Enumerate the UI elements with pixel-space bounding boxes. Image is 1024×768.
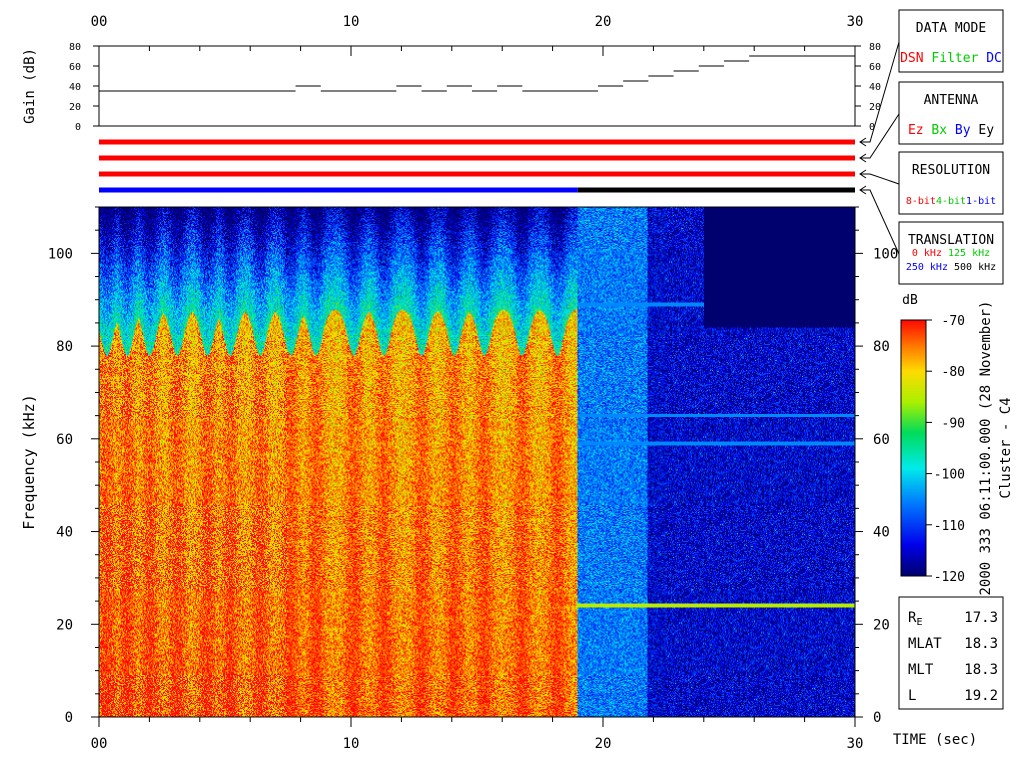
colorbar-tick-label: -100 [934,468,965,483]
gain-tick-label-left: 80 [69,42,81,53]
legend-translation-row: 0 kHz 125 kHz [912,248,990,259]
legend-connector [860,189,900,255]
bottom-time-tick-label: 30 [847,736,864,752]
spacecraft-label: Cluster - C4 [998,397,1014,498]
gain-tick-label-left: 20 [69,102,81,113]
gain-tick-label-right: 40 [869,82,881,93]
legend-connector-arrow [859,185,867,195]
orbit-info-value: 18.3 [964,636,998,652]
legend-item: 125 kHz [942,248,990,259]
legend-item: Ey [971,123,995,138]
legend-item: 1-bit [966,196,996,207]
colorbar-tick-label: -70 [942,314,965,329]
gain-panel-frame [98,45,856,127]
legend-connector-arrow [859,153,867,163]
freq-tick-label-left: 0 [65,710,73,726]
colorbar-tick-label: -120 [934,570,965,585]
legend-item: DC [978,51,1001,66]
orbit-info-label: MLT [908,662,934,678]
legend-item: By [947,123,971,138]
top-time-tick-label: 20 [595,14,612,30]
gain-tick-label-right: 60 [869,62,881,73]
legend-item: Filter [924,51,979,66]
legend-item: 500 kHz [948,262,996,273]
legend-connector-arrow [859,169,867,179]
orbit-info-box [898,596,1004,710]
top-time-tick-label: 10 [343,14,360,30]
legend-item: Ez [908,123,924,138]
orbit-info-label: MLAT [908,636,942,652]
legend-data-mode-row: DSN Filter DC [900,51,1002,66]
legend-connector [860,173,900,185]
legend-item: 8-bit [906,196,936,207]
freq-tick-label-right: 40 [873,525,890,541]
legend-item: 250 kHz [906,262,948,273]
legend-item: 4-bit [936,196,966,207]
colorbar-gradient [901,320,926,576]
legend-translation-row: 250 kHz 500 kHz [906,262,996,273]
legend-data-mode-title: DATA MODE [916,21,986,36]
orbit-info-value: 19.2 [964,688,998,704]
freq-tick-label-right: 80 [873,339,890,355]
freq-tick-label-right: 100 [873,246,898,262]
freq-axis-label: Frequency (kHz) [20,394,38,529]
legend-connector [860,113,900,159]
status-bar-segment [99,171,855,177]
status-bar-segment [99,155,855,161]
freq-tick-label-left: 100 [48,246,73,262]
top-time-tick-label: 30 [847,14,864,30]
freq-tick-label-right: 0 [873,710,881,726]
legend-antenna-row: Ez Bx By Ey [908,123,994,138]
legend-antenna-box [898,81,1004,145]
freq-tick-label-left: 40 [56,525,73,541]
orbit-info-subscript: E [916,617,922,628]
freq-tick-label-right: 60 [873,432,890,448]
freq-tick-label-left: 60 [56,432,73,448]
legend-item: Bx [924,123,948,138]
time-axis-label: TIME (sec) [893,732,977,748]
legend-resolution-box [898,151,1004,215]
bottom-time-tick-label: 00 [91,736,108,752]
freq-tick-label-right: 20 [873,617,890,633]
gain-tick-label-left: 60 [69,62,81,73]
status-bar-segment [99,139,855,145]
colorbar-tick-label: -90 [942,416,965,431]
gain-tick-label-right: 20 [869,102,881,113]
spectrogram-frame [98,206,856,718]
colorbar-tick-label: -110 [934,519,965,534]
colorbar-unit: dB [902,293,918,308]
legend-translation-box [898,221,1004,285]
legend-item: DSN [900,51,923,66]
date-label: 2000 333 06:11:00.000 (28 November) [978,300,994,595]
orbit-info-label: L [908,688,916,704]
legend-antenna-title: ANTENNA [924,93,979,108]
gain-tick-label-right: 80 [869,42,881,53]
freq-tick-label-left: 20 [56,617,73,633]
orbit-info-value: 18.3 [964,662,998,678]
legend-item: 0 kHz [912,248,942,259]
orbit-info-value: 17.3 [964,610,998,626]
legend-data-mode-box [898,9,1004,73]
legend-resolution-title: RESOLUTION [912,163,990,178]
legend-connector [860,41,900,143]
gain-tick-label-left: 40 [69,82,81,93]
colorbar-frame [900,319,927,577]
legend-resolution-row: 8-bit4-bit1-bit [906,196,996,207]
gain-axis-label: Gain (dB) [22,48,38,124]
spectrogram-image [99,207,855,717]
bottom-time-tick-label: 20 [595,736,612,752]
legend-connector-arrow [859,137,867,147]
legend-translation-title: TRANSLATION [908,233,994,248]
colorbar-tick-label: -80 [942,365,965,380]
status-bar-segment [577,187,855,193]
bottom-time-tick-label: 10 [343,736,360,752]
status-bar-segment [99,187,578,193]
top-time-tick-label: 00 [91,14,108,30]
gain-tick-label-right: 0 [869,122,875,133]
freq-tick-label-left: 80 [56,339,73,355]
gain-tick-label-left: 0 [75,122,81,133]
